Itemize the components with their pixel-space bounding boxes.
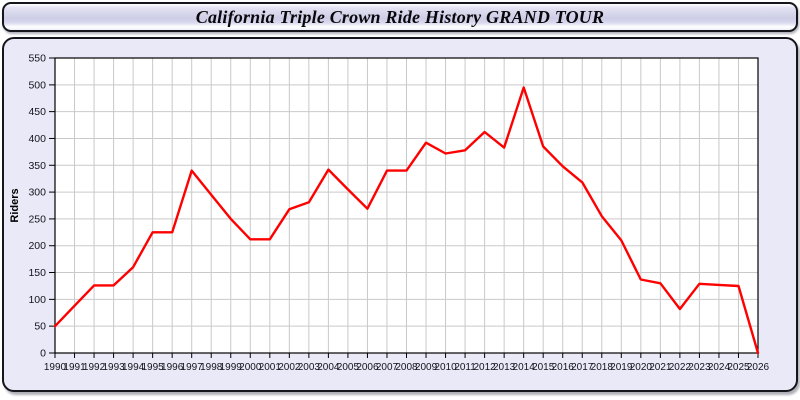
x-tick-label: 2006 [356, 362, 379, 373]
x-tick-label: 2016 [552, 362, 575, 373]
x-tick-label: 2021 [649, 362, 672, 373]
riders-line [53, 86, 760, 355]
y-tick-label: 200 [28, 240, 46, 252]
x-tick-label: 2014 [513, 362, 536, 373]
x-tick-label: 2026 [747, 362, 770, 373]
x-tick-label: 1991 [63, 362, 86, 373]
x-tick-label: 1997 [181, 362, 204, 373]
x-tick-label: 1994 [122, 362, 145, 373]
x-tick-label: 2001 [259, 362, 282, 373]
x-tick-label: 1993 [102, 362, 125, 373]
y-tick-label: 0 [40, 348, 46, 360]
line-chart: 0501001502002503003504004505005501990199… [9, 53, 770, 374]
x-tick-label: 2012 [473, 362, 496, 373]
x-tick-label: 2007 [376, 362, 399, 373]
y-tick-label: 100 [28, 294, 46, 306]
y-tick-label: 550 [28, 53, 46, 65]
x-tick-label: 1998 [200, 362, 223, 373]
x-tick-label: 1990 [44, 362, 67, 373]
x-tick-label: 2015 [532, 362, 555, 373]
x-tick-label: 2003 [298, 362, 321, 373]
x-tick-label: 2002 [278, 362, 301, 373]
plot-border [54, 57, 759, 354]
y-tick-label: 350 [28, 160, 46, 172]
x-tick-label: 2025 [727, 362, 750, 373]
x-tick-label: 2017 [571, 362, 594, 373]
x-tick-label: 2022 [669, 362, 692, 373]
y-tick-label: 450 [28, 106, 46, 118]
x-tick-label: 1999 [220, 362, 243, 373]
x-tick-label: 2000 [239, 362, 262, 373]
y-tick-label: 400 [28, 133, 46, 145]
x-tick-label: 2024 [708, 362, 731, 373]
x-tick-label: 2020 [630, 362, 653, 373]
x-tick-label: 2023 [688, 362, 711, 373]
x-tick-label: 2009 [415, 362, 438, 373]
x-tick-label: 1996 [161, 362, 184, 373]
y-tick-label: 300 [28, 187, 46, 199]
chart-panel: 0 50 100 150 200 250 300 350 400 450 500 550 1990 199… [2, 37, 798, 392]
x-tick-label: 2010 [434, 362, 457, 373]
y-tick-label: 250 [28, 213, 46, 225]
x-tick-label: 1992 [83, 362, 106, 373]
y-tick-label: 150 [28, 267, 46, 279]
x-tick-label: 2011 [454, 362, 476, 373]
x-tick-label: 1995 [142, 362, 165, 373]
title-bar: California Triple Crown Ride History GRA… [2, 2, 798, 32]
y-axis-title: Riders [9, 188, 21, 222]
x-tick-label: 2008 [395, 362, 418, 373]
x-tick-label: 2013 [493, 362, 516, 373]
x-tick-label: 2004 [317, 362, 340, 373]
y-tick-label: 50 [34, 321, 46, 333]
x-tick-label: 2019 [610, 362, 633, 373]
x-tick-label: 2005 [337, 362, 360, 373]
y-tick-label: 500 [28, 79, 46, 91]
x-tick-label: 2018 [591, 362, 614, 373]
chart-title: California Triple Crown Ride History GRA… [195, 6, 605, 27]
